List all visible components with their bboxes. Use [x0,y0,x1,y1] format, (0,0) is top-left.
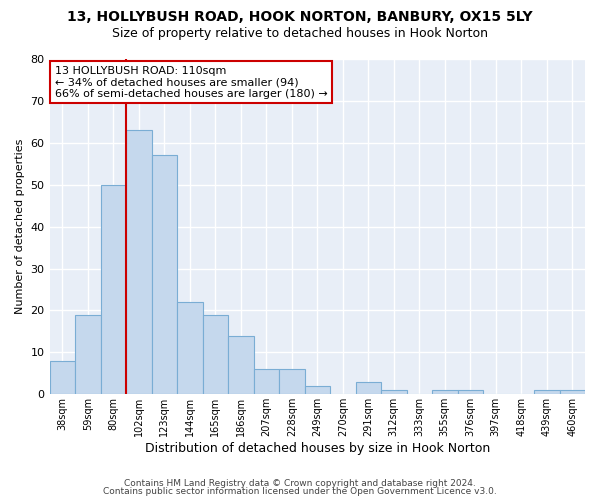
Y-axis label: Number of detached properties: Number of detached properties [15,139,25,314]
Bar [305,386,330,394]
Bar [101,184,126,394]
Text: Contains public sector information licensed under the Open Government Licence v3: Contains public sector information licen… [103,487,497,496]
Bar [432,390,458,394]
Bar [203,314,228,394]
Bar [50,361,75,394]
Text: Contains HM Land Registry data © Crown copyright and database right 2024.: Contains HM Land Registry data © Crown c… [124,478,476,488]
Bar [75,314,101,394]
Bar [254,369,279,394]
Bar [458,390,483,394]
X-axis label: Distribution of detached houses by size in Hook Norton: Distribution of detached houses by size … [145,442,490,455]
Bar [534,390,560,394]
Text: 13 HOLLYBUSH ROAD: 110sqm
← 34% of detached houses are smaller (94)
66% of semi-: 13 HOLLYBUSH ROAD: 110sqm ← 34% of detac… [55,66,328,99]
Bar [152,156,177,394]
Bar [381,390,407,394]
Bar [356,382,381,394]
Bar [560,390,585,394]
Text: 13, HOLLYBUSH ROAD, HOOK NORTON, BANBURY, OX15 5LY: 13, HOLLYBUSH ROAD, HOOK NORTON, BANBURY… [67,10,533,24]
Bar [177,302,203,394]
Bar [228,336,254,394]
Bar [279,369,305,394]
Text: Size of property relative to detached houses in Hook Norton: Size of property relative to detached ho… [112,28,488,40]
Bar [126,130,152,394]
